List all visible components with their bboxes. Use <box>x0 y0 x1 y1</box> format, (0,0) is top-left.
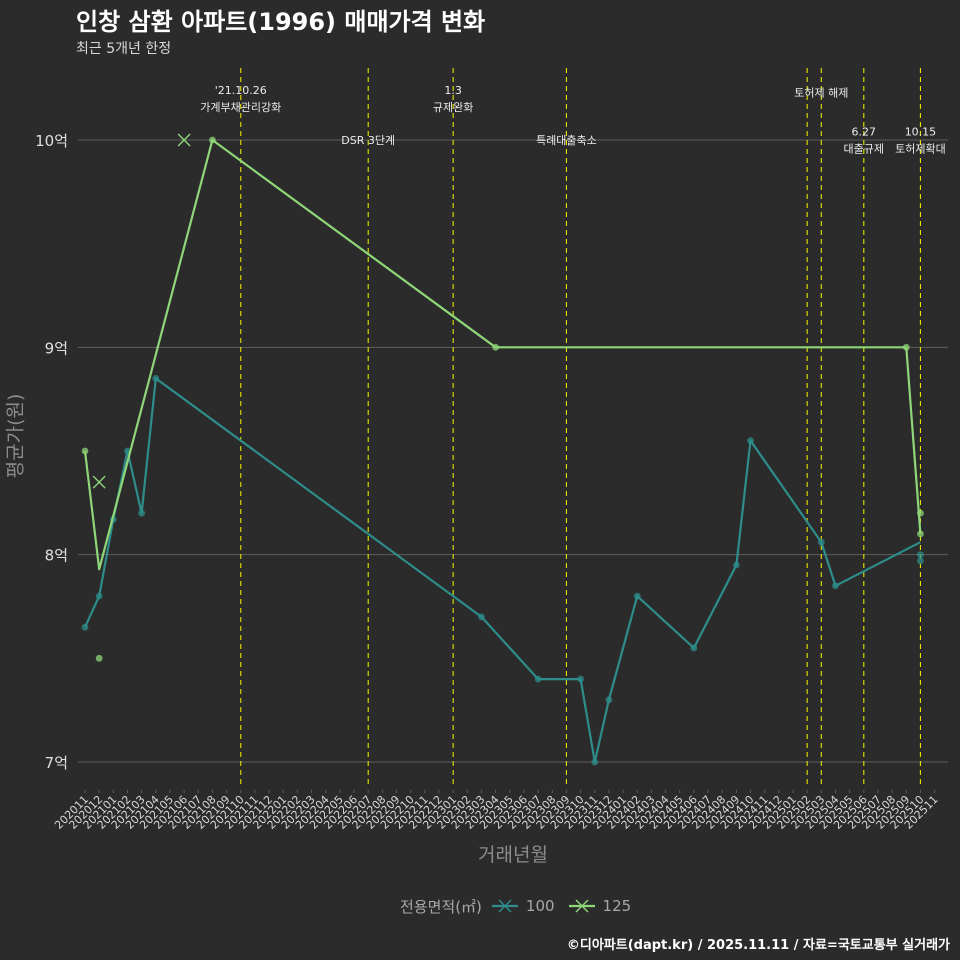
data-point-100 <box>81 623 89 631</box>
event-label: 1.3 <box>444 84 462 97</box>
chart-title: 인창 삼환 아파트(1996) 매매가격 변화 <box>76 8 486 36</box>
data-point-100 <box>917 551 924 559</box>
legend-key-100 <box>491 899 518 913</box>
event-label: DSR 3단계 <box>341 134 395 147</box>
event-label: 토허제 해제 <box>794 85 848 99</box>
data-point-125 <box>95 654 103 662</box>
y-tick-label: 7억 <box>45 754 68 772</box>
legend: 전용면적(㎡) 100 125 <box>400 896 635 916</box>
event-label: 10.15 <box>905 126 937 139</box>
data-point-125 <box>917 530 924 538</box>
data-point-125 <box>209 136 216 144</box>
event-label: 대출규제 <box>844 143 884 156</box>
data-point-100 <box>591 758 599 766</box>
data-point-125 <box>902 343 910 351</box>
y-tick-label: 10억 <box>35 132 68 150</box>
chart-subtitle: 최근 5개년 한정 <box>76 41 172 57</box>
event-label: 특례대출축소 <box>536 134 597 147</box>
source-caption: ©디아파트(dapt.kr) / 2025.11.11 / 자료=국토교통부 실… <box>566 938 950 953</box>
legend-label-125: 125 <box>602 897 632 915</box>
event-label: 가계부채관리강화 <box>200 101 281 114</box>
data-point-100 <box>138 509 146 517</box>
data-point-100 <box>577 675 584 683</box>
legend-key-125 <box>568 899 595 913</box>
event-label: 규제완화 <box>433 101 473 114</box>
data-point-100 <box>633 592 641 600</box>
x-axis-label: 거래년월 <box>478 844 548 866</box>
legend-title: 전용면적(㎡) <box>400 897 482 916</box>
y-axis-label-text: 평균가(원) <box>4 393 27 479</box>
x-tick-labels: 2020112020122021012021022021032021042021… <box>52 790 941 832</box>
data-point-125 <box>492 343 500 351</box>
y-gridlines: 7억 8억 9억 10억 <box>35 132 948 772</box>
cancelled-marker-125 <box>177 133 191 147</box>
data-point-100 <box>817 538 825 546</box>
series-100 <box>81 375 924 766</box>
series-line-100 <box>83 377 921 764</box>
y-tick-label: 9억 <box>45 339 68 357</box>
y-tick-label: 8억 <box>45 547 68 565</box>
data-point-100 <box>917 557 924 565</box>
data-point-100 <box>152 375 160 382</box>
series-125 <box>81 133 924 662</box>
event-label: 토허제확대 <box>895 143 946 156</box>
data-point-100 <box>95 592 103 600</box>
data-point-100 <box>534 675 542 683</box>
series-line-125 <box>83 138 922 571</box>
event-label: '21.10.26 <box>215 84 267 97</box>
data-point-100 <box>690 644 698 652</box>
legend-label-100: 100 <box>525 897 555 915</box>
data-point-100 <box>832 582 839 590</box>
data-point-100 <box>478 613 485 621</box>
data-point-100 <box>732 561 740 569</box>
data-point-125 <box>917 509 924 517</box>
event-label: 6.27 <box>852 126 877 139</box>
cancelled-marker-125 <box>92 475 106 489</box>
data-point-100 <box>605 696 613 704</box>
data-point-125 <box>81 447 89 455</box>
data-point-100 <box>747 437 754 445</box>
